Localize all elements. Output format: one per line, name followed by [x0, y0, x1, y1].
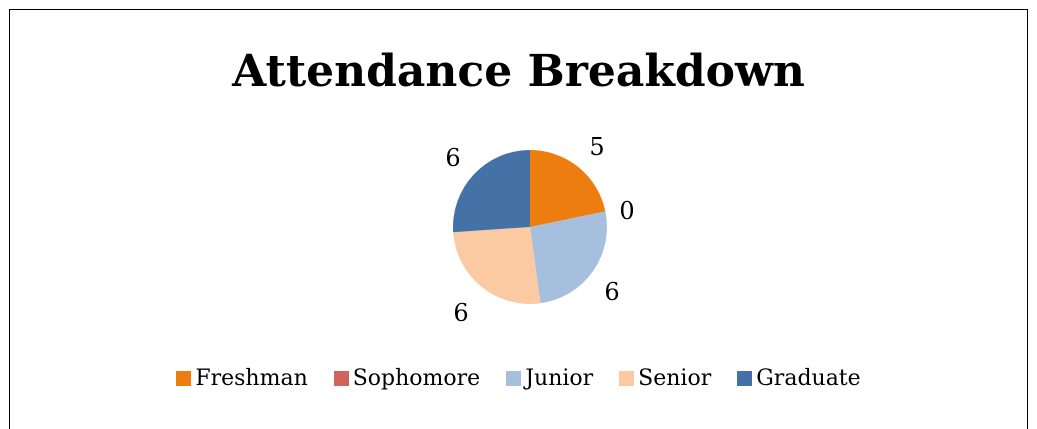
legend-item-senior: Senior	[619, 366, 711, 391]
legend-swatch-sophomore	[333, 371, 349, 386]
legend-label-freshman: Freshman	[195, 366, 308, 391]
legend: Freshman Sophomore Junior Senior Graduate	[0, 366, 1037, 391]
chart-title: Attendance Breakdown	[232, 46, 805, 97]
legend-item-graduate: Graduate	[737, 366, 861, 391]
legend-item-freshman: Freshman	[176, 366, 308, 391]
legend-item-junior: Junior	[506, 366, 593, 391]
legend-label-graduate: Graduate	[756, 366, 861, 391]
pie-slice-junior	[530, 211, 607, 304]
legend-swatch-freshman	[176, 371, 192, 386]
data-label-sophomore: 0	[619, 197, 634, 225]
legend-label-junior: Junior	[525, 366, 594, 391]
legend-swatch-junior	[506, 371, 522, 386]
legend-swatch-senior	[619, 371, 635, 386]
legend-item-sophomore: Sophomore	[333, 366, 481, 391]
data-label-senior: 6	[453, 299, 468, 327]
pie-slice-graduate	[453, 150, 530, 233]
data-label-junior: 6	[604, 278, 619, 306]
pie-slice-freshman	[530, 150, 606, 227]
legend-swatch-graduate	[737, 371, 753, 386]
legend-label-sophomore: Sophomore	[352, 366, 481, 391]
data-label-freshman: 5	[589, 133, 604, 161]
chart-frame	[9, 9, 1028, 429]
legend-label-senior: Senior	[638, 366, 712, 391]
data-label-graduate: 6	[445, 144, 460, 172]
pie-slice-senior	[453, 227, 541, 304]
